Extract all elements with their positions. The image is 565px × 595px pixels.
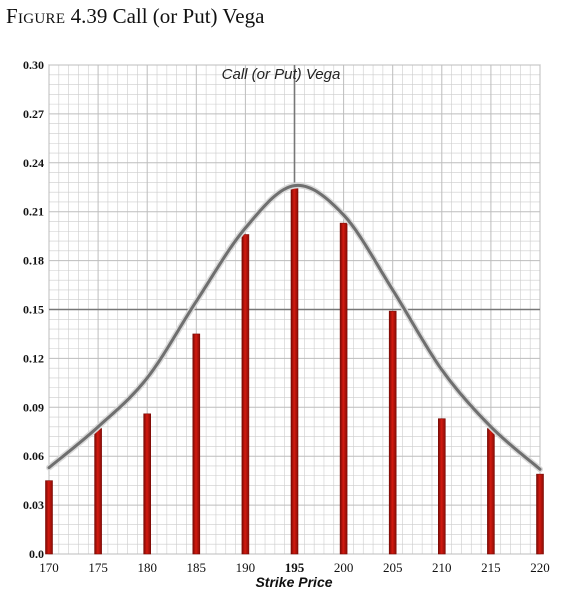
x-tick-label: 190 [236, 560, 256, 575]
x-axis-ticks: 170 175 180 185 190 195 200 205 210 215 220 [39, 560, 550, 575]
y-tick-label: 0.27 [23, 107, 44, 121]
bar-180 [143, 413, 151, 555]
x-tick-label: 180 [137, 560, 157, 575]
x-tick-label: 220 [530, 560, 550, 575]
bar-170 [45, 480, 53, 555]
y-tick-label: 0.24 [23, 156, 44, 170]
vega-curve-line [47, 184, 542, 471]
bar-190 [241, 234, 250, 555]
x-tick-label: 200 [334, 560, 354, 575]
bar-215 [487, 428, 495, 555]
y-tick-label: 0.30 [23, 58, 44, 72]
chart-title: Call (or Put) Vega [222, 66, 341, 83]
y-tick-label: 0.06 [23, 449, 44, 463]
y-axis-ticks: 0.0 0.03 0.06 0.09 0.12 0.15 0.18 0.21 0.24 0.27 0… [23, 58, 44, 561]
figure-caption-prefix: Figure [6, 4, 66, 28]
x-tick-label: 195 [285, 560, 305, 575]
x-axis-title: Strike Price [255, 574, 332, 590]
bar-200 [339, 222, 348, 555]
y-tick-label: 0.21 [23, 205, 44, 219]
x-tick-label: 185 [187, 560, 207, 575]
y-tick-label: 0.03 [23, 498, 44, 512]
x-tick-label: 175 [88, 560, 108, 575]
y-tick-label: 0.18 [23, 254, 44, 268]
figure-caption: Figure 4.39 Call (or Put) Vega [6, 4, 264, 29]
bar-series [45, 185, 544, 555]
bar-205 [388, 310, 397, 555]
bar-175 [94, 428, 102, 555]
vega-curve [46, 182, 543, 473]
bar-220 [536, 473, 544, 555]
x-tick-label: 215 [481, 560, 501, 575]
bar-195 [290, 185, 299, 555]
y-tick-label: 0.09 [23, 400, 44, 414]
x-tick-label: 210 [432, 560, 452, 575]
figure-caption-title: Call (or Put) Vega [112, 4, 265, 28]
x-tick-label: 205 [383, 560, 403, 575]
figure-caption-number: 4.39 [70, 4, 108, 28]
bar-185 [192, 333, 201, 555]
bar-210 [437, 418, 446, 555]
y-tick-label: 0.15 [23, 303, 44, 317]
x-tick-label: 170 [39, 560, 59, 575]
y-tick-label: 0.0 [29, 547, 44, 561]
y-tick-label: 0.12 [23, 351, 44, 365]
